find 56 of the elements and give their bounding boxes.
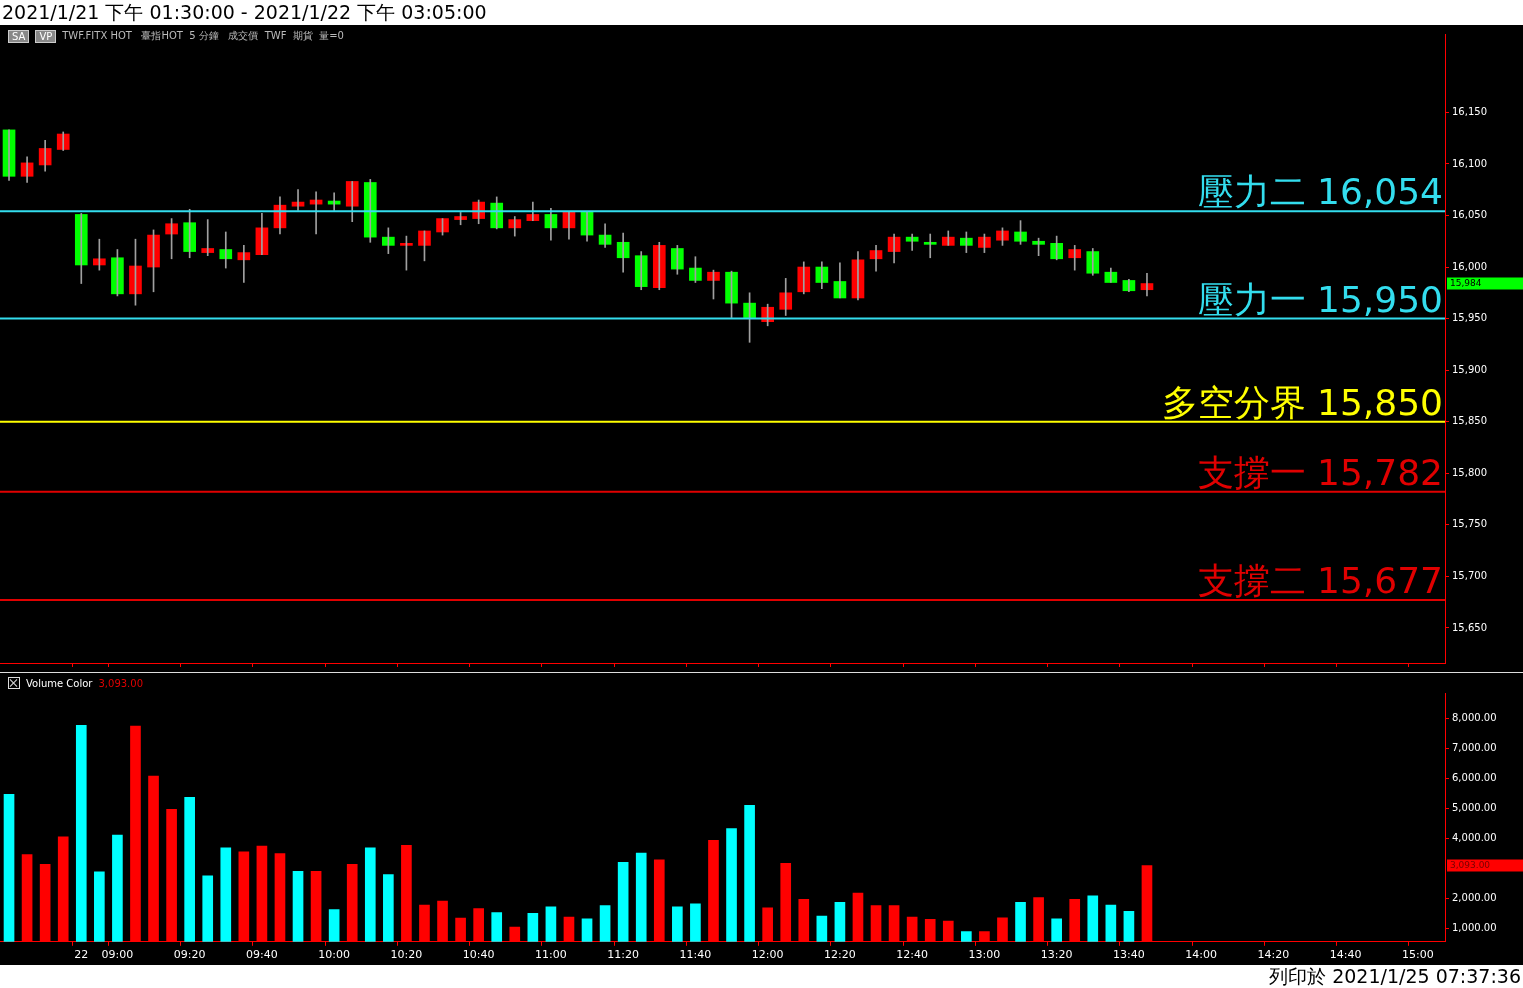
y-tick-label: 16,050: [1452, 209, 1487, 221]
ref-line-label: 支撐二 15,677: [1197, 560, 1443, 602]
annotation: VP: [35, 29, 57, 43]
chart-title: 2021/1/21 下午 01:30:00 - 2021/1/22 下午 03:05:00: [0, 0, 1523, 25]
x-tick-label: 09:20: [173, 948, 206, 962]
y-tick-label: 2,000.00: [1452, 891, 1497, 903]
x-tick-label: 14:20: [1257, 948, 1290, 962]
ref-line-label: 壓力二 16,054: [1197, 171, 1443, 213]
x-tick-label: 09:00: [101, 948, 134, 962]
x-tick-label: 12:20: [824, 948, 856, 962]
text: 3,093.00: [1450, 859, 1491, 870]
ref-line-label: 支撐一 15,782: [1197, 451, 1443, 493]
y-tick-label: 15,700: [1452, 569, 1487, 581]
text: 15,984: [1450, 277, 1482, 288]
x-tick-label: 14:40: [1329, 948, 1362, 962]
y-tick-label: 15,850: [1452, 415, 1487, 427]
y-tick-label: 1,000.00: [1452, 921, 1497, 933]
x-tick-label: 15:00: [1402, 948, 1434, 962]
y-tick-label: 15,750: [1452, 518, 1487, 530]
annotation: SA: [8, 29, 30, 43]
candlestick: [201, 219, 215, 257]
x-tick-label: 11:40: [679, 948, 712, 962]
x-tick-label: 11:20: [607, 948, 640, 962]
text: 列印於 2021/1/25 07:37:36: [1269, 965, 1521, 988]
y-tick-label: 5,000.00: [1452, 802, 1497, 814]
x-tick-label: 10:40: [462, 948, 495, 962]
y-tick-label: 16,100: [1452, 157, 1487, 169]
y-tick-label: 15,900: [1452, 363, 1487, 375]
y-tick-label: 15,800: [1452, 466, 1487, 478]
candlestick: [779, 278, 793, 316]
x-tick-label: 12:00: [751, 948, 784, 962]
x-tick-label: 22: [74, 948, 89, 962]
y-tick-label: 8,000.00: [1452, 712, 1497, 724]
chart-subtitle: TWF.FITX HOT 臺指HOT 5 分鐘 成交價 TWF 期貨 量=0: [62, 29, 344, 43]
x-tick-label: 11:00: [535, 948, 567, 962]
x-tick-label: 09:40: [246, 948, 278, 962]
x-tick-label: 13:40: [1113, 948, 1145, 962]
y-tick-label: 15,950: [1452, 312, 1487, 324]
x-tick-label: 13:00: [968, 948, 1001, 962]
chart-title: Volume Color: [26, 677, 93, 689]
x-tick-label: 14:00: [1185, 948, 1218, 962]
ref-line-label: 多空分界 15,850: [1161, 381, 1443, 423]
y-tick-label: 16,000: [1452, 260, 1487, 272]
candlestick: [923, 233, 937, 259]
y-tick-label: 6,000.00: [1452, 772, 1497, 784]
x-tick-label: 10:00: [318, 948, 351, 962]
x-tick-label: 12:40: [896, 948, 929, 962]
y-tick-label: 7,000.00: [1452, 742, 1497, 754]
ref-line-label: 壓力一 15,950: [1197, 278, 1443, 320]
text: 3,093.00: [98, 677, 144, 689]
y-tick-label: 15,650: [1452, 621, 1487, 633]
x-tick-label: 10:20: [390, 948, 423, 962]
y-tick-label: 4,000.00: [1452, 831, 1497, 843]
x-tick-label: 13:20: [1040, 948, 1073, 962]
y-tick-label: 16,150: [1452, 105, 1487, 117]
candlestick: [1086, 248, 1100, 276]
